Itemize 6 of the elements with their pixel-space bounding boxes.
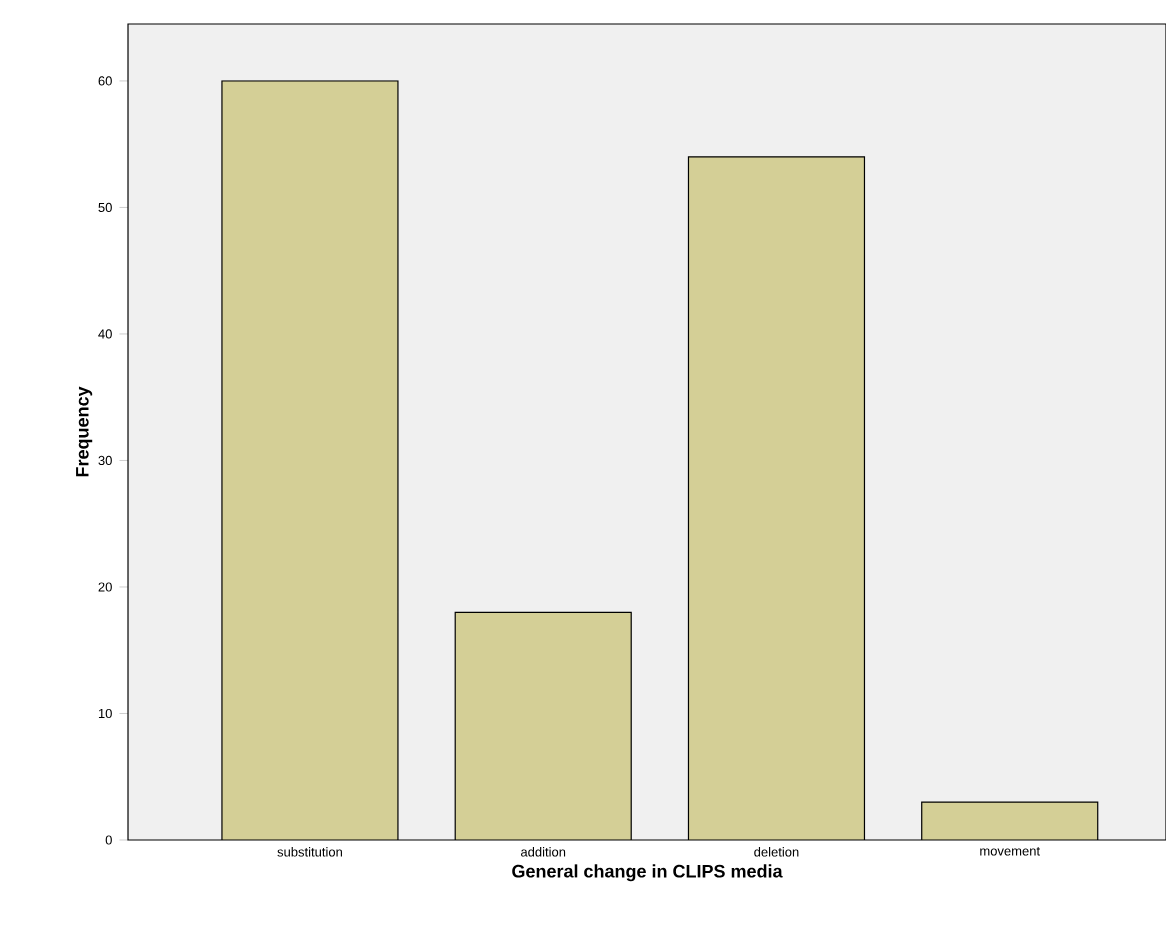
bar (921, 801, 1099, 840)
bar (455, 612, 632, 840)
bar (687, 156, 866, 840)
x-axis-title: General change in CLIPS media (512, 864, 783, 882)
bar (221, 80, 399, 840)
y-axis-title: Frequency (76, 386, 93, 477)
